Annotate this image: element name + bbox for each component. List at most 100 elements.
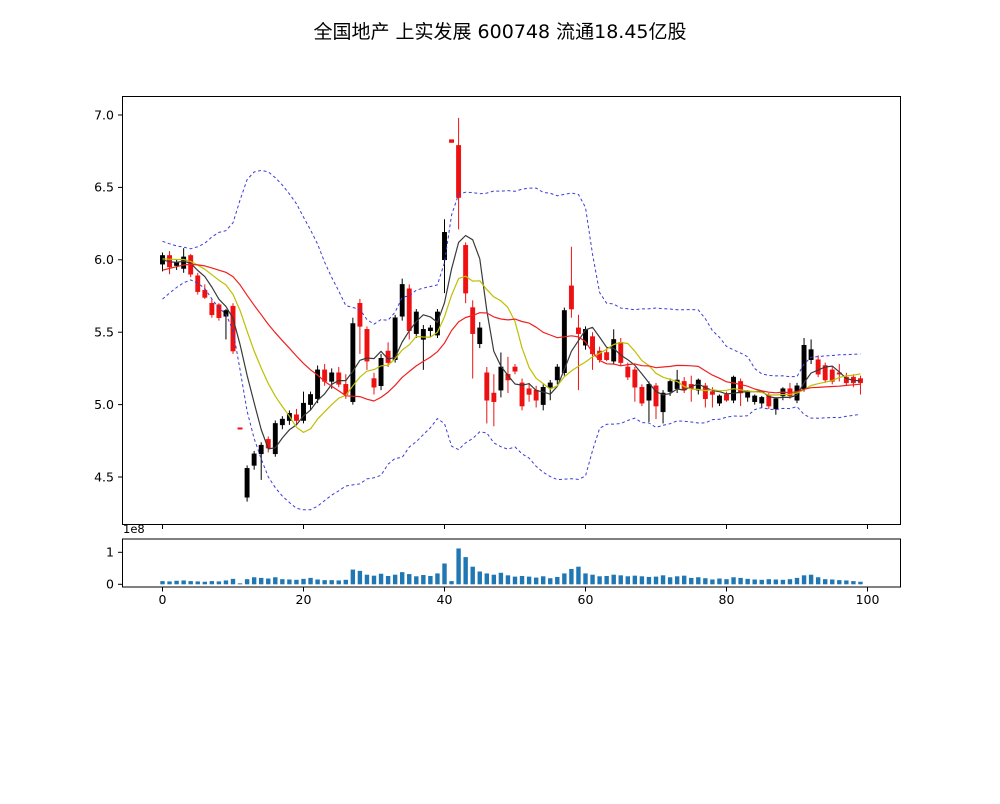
x-tick-label: 80 xyxy=(719,592,735,607)
candle-body xyxy=(547,382,553,388)
volume-bar xyxy=(266,578,271,585)
volume-bar xyxy=(604,575,609,585)
volume-bar xyxy=(301,578,306,585)
candle-body xyxy=(420,329,426,340)
volume-bar xyxy=(759,579,764,585)
candle-body xyxy=(724,394,729,401)
candle-body xyxy=(209,302,215,316)
volume-bar xyxy=(287,579,292,585)
volume-bar xyxy=(174,580,179,585)
price-panel: 7.0 6.5 6.0 5.5 5.0 4.5 xyxy=(94,96,901,529)
candle-body xyxy=(576,327,581,334)
candle-body xyxy=(801,344,807,389)
candle-body xyxy=(568,285,574,310)
candle-body xyxy=(244,468,250,498)
volume-panel-border xyxy=(122,538,901,588)
volume-bar xyxy=(421,575,426,585)
chart-title: 全国地产 上实发展 600748 流通18.45亿股 xyxy=(313,21,686,43)
volume-bar xyxy=(407,574,412,585)
candle-body xyxy=(604,352,610,360)
volume-bar xyxy=(689,577,694,585)
candle-body xyxy=(717,395,722,404)
candle-body xyxy=(329,372,335,382)
volume-bar xyxy=(590,574,595,585)
volume-bar xyxy=(519,575,525,585)
candle-body xyxy=(308,394,314,405)
candle-body xyxy=(294,414,299,421)
volume-bar xyxy=(251,577,257,585)
volume-bar xyxy=(562,573,567,585)
volume-bar xyxy=(400,572,405,585)
volume-bar xyxy=(357,570,363,585)
x-tick-label: 100 xyxy=(856,592,880,607)
volume-bar xyxy=(851,581,856,585)
candle-body xyxy=(738,381,744,394)
volume-bar xyxy=(837,580,842,585)
candle-body xyxy=(752,395,758,402)
y-tick-label: 6.5 xyxy=(94,180,114,195)
volume-bar xyxy=(505,575,511,585)
candle-body xyxy=(456,145,462,198)
volume-bar xyxy=(625,576,630,585)
candle-body xyxy=(702,385,708,400)
volume-bar xyxy=(477,571,482,585)
volume-bar xyxy=(667,577,673,585)
volume-bar xyxy=(808,574,814,585)
candle-body xyxy=(413,311,419,334)
x-tick-label: 60 xyxy=(578,592,594,607)
candle-body xyxy=(315,369,321,400)
volume-bar xyxy=(583,573,588,585)
volume-bar xyxy=(801,575,807,585)
ma5-line xyxy=(162,234,861,450)
candle-body xyxy=(526,388,532,395)
volume-bar-series xyxy=(160,548,863,585)
candle-body xyxy=(667,381,673,392)
candle-body xyxy=(449,139,455,143)
volume-bar xyxy=(766,579,771,585)
volume-bar xyxy=(844,580,849,585)
volume-bar xyxy=(541,576,546,585)
candle-body xyxy=(230,305,236,352)
candle-body xyxy=(533,389,539,401)
volume-bar xyxy=(533,577,539,585)
volume-bar xyxy=(548,578,553,585)
candle-body xyxy=(357,302,363,327)
y-tick-label: 7.0 xyxy=(94,107,114,122)
candle-body xyxy=(392,317,398,360)
volume-bar xyxy=(491,574,497,585)
candle-body xyxy=(745,391,751,398)
volume-bar xyxy=(731,577,736,585)
volume-bar xyxy=(794,577,800,585)
volume-bar xyxy=(188,581,193,585)
volume-bar xyxy=(449,581,454,585)
candle-body xyxy=(279,418,285,426)
candle-body xyxy=(237,427,243,430)
candle-body xyxy=(336,372,342,385)
volume-bar xyxy=(526,576,532,585)
candle-body xyxy=(258,444,264,455)
candle-body xyxy=(829,369,835,382)
y-tick-label: 4.5 xyxy=(94,469,114,484)
y-tick-label: 6.0 xyxy=(94,252,114,267)
candle-body xyxy=(442,232,447,261)
volume-bar xyxy=(308,577,313,585)
volume-bar xyxy=(336,580,341,585)
candle-body xyxy=(540,386,546,405)
candle-body xyxy=(660,392,666,413)
bollinger-lower-line xyxy=(162,279,861,511)
volume-bar xyxy=(787,579,793,585)
volume-bar xyxy=(385,575,391,585)
bollinger-upper-line xyxy=(162,169,861,378)
volume-bar xyxy=(195,581,200,585)
volume-bar xyxy=(428,575,433,585)
volume-bar xyxy=(223,580,229,585)
ma10-line xyxy=(162,258,861,433)
candle-body xyxy=(632,369,638,388)
candle-body xyxy=(477,327,483,345)
x-tick-label: 20 xyxy=(296,592,312,607)
candle-body xyxy=(618,342,624,363)
volume-bar xyxy=(780,579,786,585)
candle-body xyxy=(590,336,595,355)
candle-body xyxy=(639,386,645,404)
